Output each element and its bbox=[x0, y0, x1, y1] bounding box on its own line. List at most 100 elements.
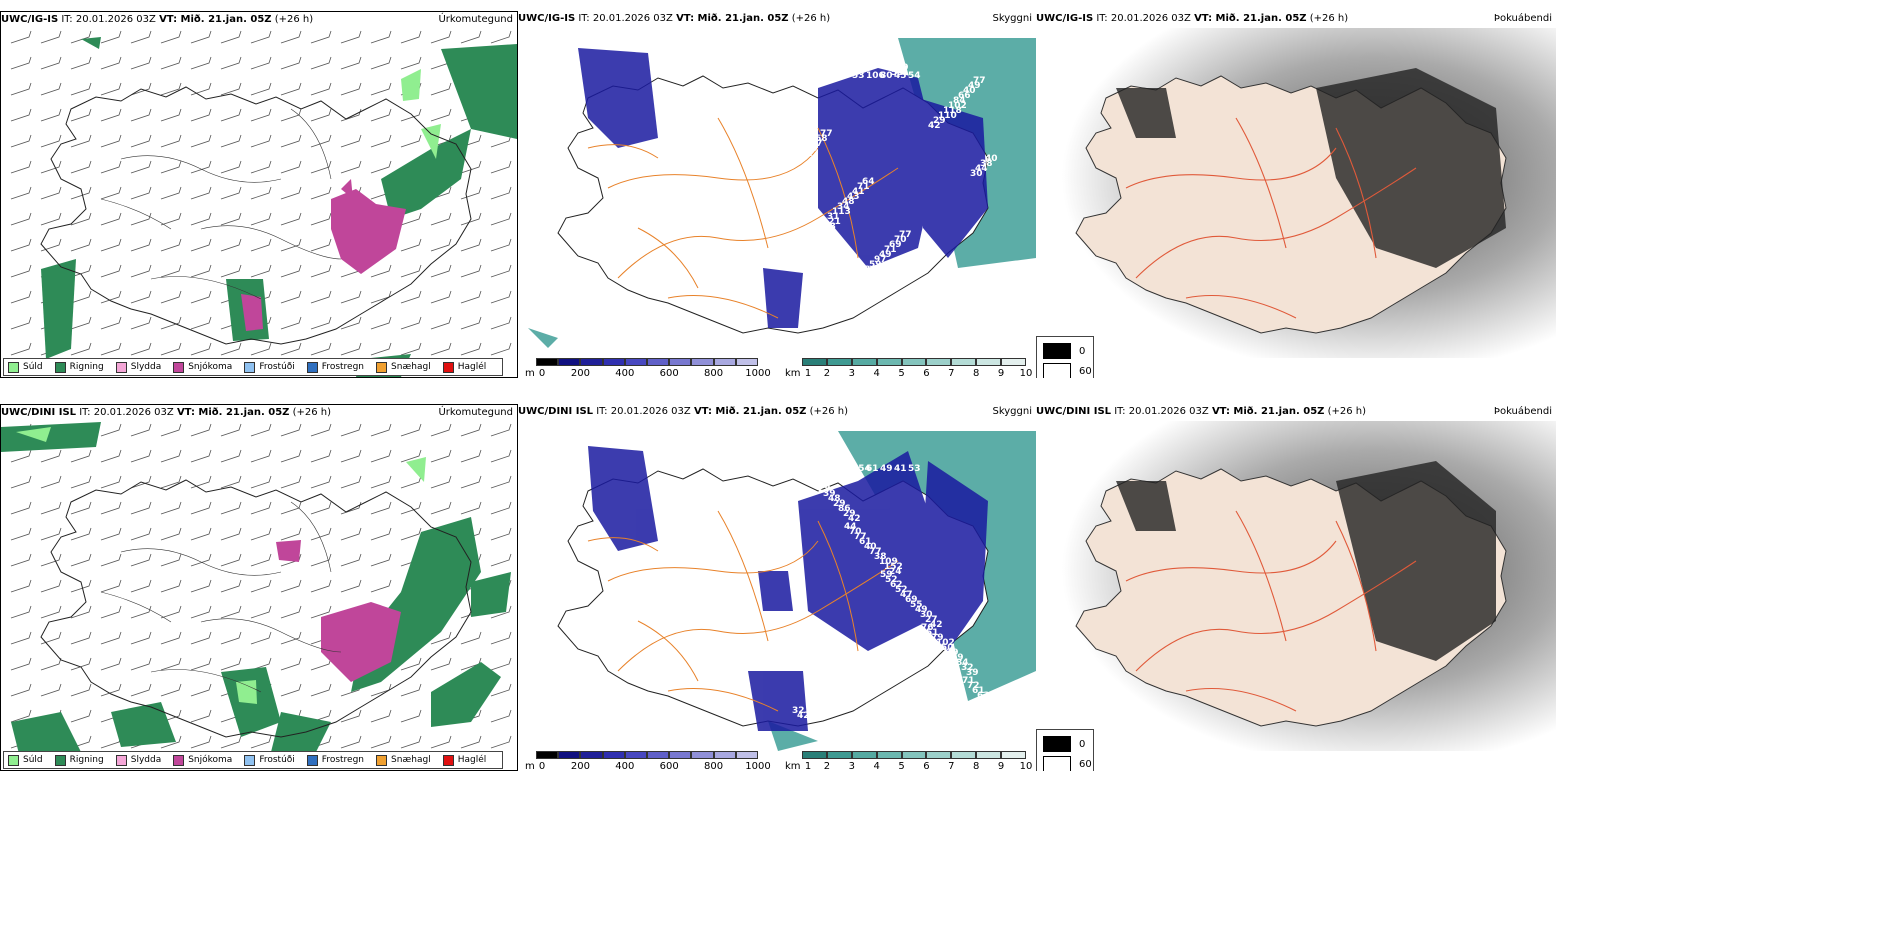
colorbar-tick: 3 bbox=[848, 761, 855, 771]
colorbar-segment bbox=[1001, 358, 1026, 366]
legend-label: Súld bbox=[23, 362, 43, 372]
legend-swatch bbox=[244, 361, 256, 373]
road-network bbox=[1125, 117, 1417, 319]
visibility-label: 77 bbox=[899, 230, 912, 240]
visibility-label: 174 bbox=[578, 41, 597, 51]
legend-item-3: Snjókoma bbox=[173, 752, 232, 768]
colorbar-segment bbox=[602, 358, 625, 366]
colorbar-km: km 1 2 3 4 5 6 7 8 9 10 bbox=[785, 751, 1034, 771]
fog-panel-dini: UWC/DINI ISL IT: 20.01.2026 03Z VT: Mið.… bbox=[1036, 404, 1556, 771]
visibility-label: 118 bbox=[943, 106, 962, 116]
colorbar-tick: 6 bbox=[923, 761, 930, 771]
visibility-label: 77 bbox=[869, 547, 882, 557]
panel-title: Þokuábendi bbox=[1493, 406, 1552, 417]
legend-swatch bbox=[173, 361, 185, 373]
visibility-label: 197 bbox=[803, 469, 822, 479]
colorbar-segment bbox=[602, 751, 625, 759]
visibility-label: 59 bbox=[869, 260, 882, 270]
visibility-label: 138 bbox=[817, 222, 836, 232]
visibility-label: 47 bbox=[838, 71, 851, 81]
colorbar-tick: 800 bbox=[704, 368, 724, 378]
colorbar-tick: 8 bbox=[973, 368, 980, 378]
visibility-panel-ig: UWC/IG-IS IT: 20.01.2026 03Z VT: Mið. 21… bbox=[518, 11, 1036, 378]
visibility-label: 86 bbox=[838, 504, 851, 514]
legend-swatch bbox=[8, 361, 19, 373]
visibility-label: 50 bbox=[941, 643, 954, 653]
coastline bbox=[40, 479, 472, 738]
visibility-label: 42 bbox=[797, 711, 810, 721]
fog-map bbox=[1036, 421, 1556, 751]
colorbar-tick: 1000 bbox=[745, 761, 771, 771]
visibility-label: 89 bbox=[864, 265, 877, 275]
colorbar-unit: m bbox=[525, 368, 535, 378]
legend-item-2: Slydda bbox=[115, 752, 161, 768]
visibility-label: 62 bbox=[648, 41, 661, 51]
visibility-label: 54 bbox=[908, 71, 921, 81]
colorbar-segment bbox=[691, 751, 714, 759]
visibility-label: 64 bbox=[862, 177, 875, 187]
panel-title: Úrkomutegund bbox=[438, 407, 513, 418]
visibility-label: 40 bbox=[963, 86, 976, 96]
panel-header: UWC/IG-IS IT: 20.01.2026 03Z VT: Mið. 21… bbox=[1036, 11, 1556, 27]
visibility-label: 70 bbox=[894, 235, 907, 245]
visibility-label: 52 bbox=[885, 575, 898, 585]
visibility-label: 53 bbox=[852, 71, 865, 81]
visibility-label: 29 bbox=[933, 116, 946, 126]
colorbar-tick: 1 bbox=[804, 761, 812, 771]
visibility-label: 37 bbox=[906, 313, 919, 323]
visibility-label: 61 bbox=[859, 537, 872, 547]
colorbar-segment bbox=[713, 358, 736, 366]
legend-swatch bbox=[54, 754, 66, 766]
visibility-label: 52 bbox=[895, 585, 908, 595]
legend-label: Slydda bbox=[130, 362, 162, 372]
legend-label: Súld bbox=[23, 755, 43, 765]
visibility-label: 24 bbox=[889, 567, 902, 577]
legend-label: Frostregn bbox=[321, 362, 365, 372]
visibility-label: 49 bbox=[968, 81, 981, 91]
panel-header: UWC/DINI ISL IT: 20.01.2026 03Z VT: Mið.… bbox=[1, 405, 517, 421]
fog-dark-areas bbox=[1116, 68, 1506, 268]
visibility-panel-dini: UWC/DINI ISL IT: 20.01.2026 03Z VT: Mið.… bbox=[518, 404, 1036, 771]
visibility-label: 42 bbox=[930, 620, 943, 630]
visibility-label: 31 bbox=[827, 212, 840, 222]
visibility-label: 41 bbox=[894, 464, 907, 474]
colorbar-tick: 8 bbox=[973, 761, 980, 771]
visibility-label: 40 bbox=[985, 154, 998, 164]
legend-item-0: Súld bbox=[8, 752, 43, 768]
colorbar-unit: m bbox=[525, 761, 535, 771]
visibility-label: 79 bbox=[931, 633, 944, 643]
terrain-contours bbox=[100, 501, 342, 693]
visibility-label: 109 bbox=[879, 557, 898, 567]
fog-swatch-black bbox=[1043, 343, 1071, 359]
visibility-label: 72 bbox=[967, 681, 980, 691]
legend-label: Snjókoma bbox=[188, 755, 233, 765]
visibility-label: 84 bbox=[956, 658, 969, 668]
visibility-label: 68 bbox=[815, 134, 828, 144]
visibility-label: 71 bbox=[982, 696, 995, 706]
legend-swatch bbox=[442, 361, 454, 373]
rain-areas bbox=[41, 37, 517, 377]
legend-label: Haglél bbox=[457, 755, 487, 765]
visibility-label: 61 bbox=[972, 686, 985, 696]
visibility-label: 80 bbox=[880, 71, 893, 81]
visibility-label: 30 bbox=[920, 610, 933, 620]
visibility-label: 71 bbox=[962, 676, 975, 686]
visibility-label: 44 bbox=[975, 164, 988, 174]
panel-header: UWC/IG-IS IT: 20.01.2026 03Z VT: Mið. 21… bbox=[1, 12, 517, 28]
panel-title: Úrkomutegund bbox=[438, 14, 513, 25]
legend-swatch bbox=[173, 754, 185, 766]
colorbar-segment bbox=[624, 358, 647, 366]
legend-item-1: Rigning bbox=[54, 752, 104, 768]
colorbar-tick: 600 bbox=[659, 368, 679, 378]
colorbar-segment bbox=[976, 751, 1002, 759]
visibility-label: 154 bbox=[852, 464, 871, 474]
colorbar-segment bbox=[735, 751, 758, 759]
precip-type-panel-ig: UWC/IG-IS IT: 20.01.2026 03Z VT: Mið. 21… bbox=[0, 11, 518, 378]
visibility-label: 32 bbox=[961, 663, 974, 673]
colorbar-tick: 3 bbox=[848, 368, 855, 378]
colorbar-segment bbox=[826, 358, 852, 366]
visibility-label: 39 bbox=[966, 668, 979, 678]
visibility-label: 45 bbox=[894, 71, 907, 81]
legend-item-7: Haglél bbox=[442, 752, 487, 768]
